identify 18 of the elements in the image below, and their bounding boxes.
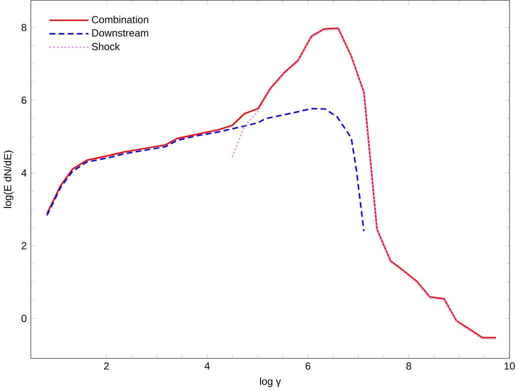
y-tick-label: 4 [21,170,27,177]
legend-label: Shock [92,42,120,50]
legend-label: Downstream [92,30,148,37]
x-tick-label: 4 [204,362,210,370]
x-tick-label: 8 [406,362,412,370]
x-tick-label: 2 [104,362,109,370]
y-tick-label: 6 [22,96,26,104]
y-tick-label: 2 [22,242,26,250]
x-tick-label: 6 [306,362,310,370]
y-tick-label: 0 [22,314,26,322]
legend-label: Combination [92,16,148,24]
y-axis-title: log(E dN/dE) [4,150,14,208]
line-series [232,28,497,340]
x-tick-label: 10 [504,362,515,370]
line-series [46,28,497,339]
line-series [46,108,365,232]
y-tick-label: 8 [22,24,26,32]
x-axis-title: log γ [260,378,281,388]
